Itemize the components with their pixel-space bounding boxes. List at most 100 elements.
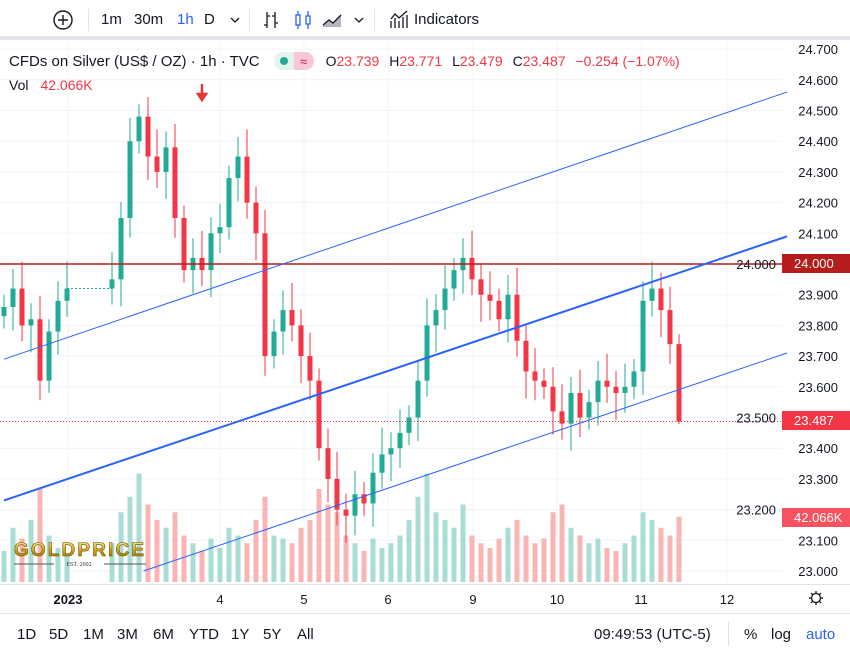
auto-scale-toggle[interactable]: auto — [806, 626, 836, 643]
range-1d[interactable]: 1D — [17, 626, 37, 643]
candle-body — [208, 233, 214, 271]
volume-bar — [496, 538, 502, 582]
log-scale-toggle[interactable]: log — [771, 626, 792, 643]
candle-body — [289, 310, 295, 326]
percent-scale-toggle[interactable]: % — [744, 626, 758, 643]
range-1m[interactable]: 1M — [83, 626, 104, 643]
trendline — [143, 352, 788, 572]
interval-1m[interactable]: 1m — [101, 11, 122, 28]
range-6m[interactable]: 6M — [153, 626, 174, 643]
volume-bar — [478, 543, 484, 582]
area-chart-type-icon[interactable] — [322, 11, 344, 29]
candle-body — [613, 386, 619, 393]
range-ytd[interactable]: YTD — [189, 626, 219, 643]
candle-body — [604, 380, 610, 387]
candle-body — [253, 202, 259, 234]
range-1y[interactable]: 1Y — [231, 626, 250, 643]
volume-bar — [460, 504, 466, 582]
bottom-bar: 1D 5D 1M 3M 6M YTD 1Y 5Y All 09:49:53 (U… — [0, 613, 850, 653]
volume-bar — [397, 535, 403, 582]
candle-body — [127, 141, 133, 218]
range-5y[interactable]: 5Y — [263, 626, 282, 643]
volume-bar — [217, 547, 223, 582]
bar-chart-type-icon[interactable] — [262, 10, 280, 30]
volume-bar — [415, 496, 421, 582]
candle-body — [154, 156, 160, 172]
symbol-title[interactable]: CFDs on Silver (US$ / OZ) · 1h · TVC — [9, 52, 260, 70]
time-tick-label: 5 — [300, 592, 307, 607]
volume-bar — [307, 520, 313, 582]
settings-gear-icon[interactable] — [809, 591, 823, 605]
candle-body — [622, 386, 628, 393]
drawings — [0, 84, 788, 572]
time-axis[interactable]: 2023 4 5 6 9 10 11 12 — [54, 591, 823, 607]
change-value: −0.254 (−1.07%) — [575, 53, 680, 69]
volume-value: 42.066K — [40, 77, 93, 93]
time-tick-label: 2023 — [54, 592, 83, 607]
clock-timezone[interactable]: 09:49:53 (UTC-5) — [594, 626, 711, 643]
price-tick-label: 24.300 — [798, 165, 838, 180]
volume-bar — [244, 543, 250, 582]
indicators-button[interactable]: Indicators — [414, 11, 480, 28]
range-5d[interactable]: 5D — [49, 626, 69, 643]
volume-bar — [109, 543, 115, 582]
indicators-icon[interactable] — [389, 9, 409, 29]
candle-body — [523, 340, 529, 372]
volume-bar — [595, 538, 601, 582]
volume-bar — [37, 489, 43, 582]
volume-bar — [532, 543, 538, 582]
candle-body — [64, 288, 70, 301]
candle-body — [316, 380, 322, 449]
range-3m[interactable]: 3M — [117, 626, 138, 643]
candle-body — [640, 300, 646, 372]
volume-bar — [640, 512, 646, 582]
candle-body — [46, 331, 52, 381]
candle-body — [280, 310, 286, 332]
candle-body — [424, 325, 430, 381]
candle-chart-type-icon[interactable] — [294, 10, 312, 30]
volume-bar — [676, 516, 682, 582]
volume-bar — [550, 512, 556, 582]
range-all[interactable]: All — [297, 626, 314, 643]
last-price-badge: 23.487 — [782, 411, 850, 430]
candle-body — [361, 494, 367, 504]
market-status[interactable]: ≈ — [273, 52, 314, 70]
interval-d[interactable]: D — [204, 11, 215, 28]
plus-circle-icon[interactable] — [52, 9, 74, 31]
price-tick-label: 23.000 — [798, 564, 838, 579]
volume-bar — [370, 538, 376, 582]
chevron-down-icon[interactable] — [353, 15, 365, 25]
volume-bar — [469, 535, 475, 582]
candle-body — [19, 288, 25, 326]
candle-body — [262, 233, 268, 357]
candle-body — [298, 325, 304, 357]
volume-bar — [271, 535, 277, 582]
volume-bar — [433, 512, 439, 582]
time-tick-label: 10 — [550, 592, 564, 607]
candle-body — [136, 116, 142, 142]
interval-1h[interactable]: 1h — [177, 11, 194, 28]
chevron-down-icon[interactable] — [229, 15, 241, 25]
volume-bar — [631, 535, 637, 582]
volume-bar — [136, 473, 142, 582]
volume-bar — [28, 520, 34, 582]
trendline — [3, 235, 788, 502]
chart-canvas[interactable]: 24.700 24.600 24.500 24.400 24.300 24.200 24.1… — [0, 0, 850, 613]
volume-bar — [46, 535, 52, 582]
volume-bar — [604, 547, 610, 582]
candle-body — [658, 288, 664, 311]
candle-body — [406, 417, 412, 433]
interval-30m[interactable]: 30m — [134, 11, 164, 28]
volume-bar — [199, 551, 205, 582]
price-axis[interactable]: 24.700 24.600 24.500 24.400 24.300 24.200 24.1… — [0, 42, 850, 585]
delayed-data-icon: ≈ — [293, 52, 314, 70]
candle-body — [325, 448, 331, 479]
market-open-dot-icon — [273, 52, 294, 70]
candle-body — [118, 217, 124, 280]
volume-bar — [667, 535, 673, 582]
price-tick-label: 24.100 — [798, 226, 838, 241]
candle-body — [226, 178, 232, 228]
top-toolbar: 1m 30m 1h D Indicators — [0, 0, 850, 40]
candle-body — [595, 380, 601, 403]
price-tick-label: 23.600 — [798, 380, 838, 395]
